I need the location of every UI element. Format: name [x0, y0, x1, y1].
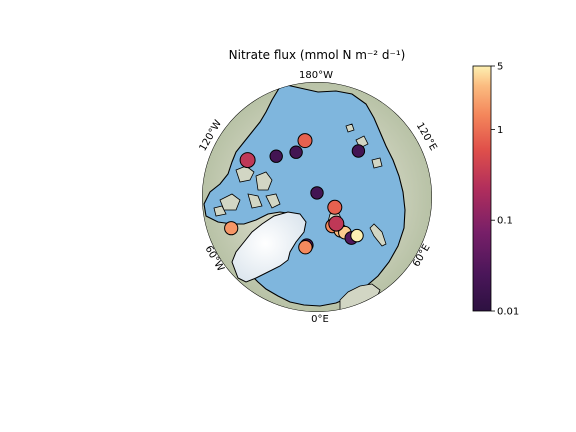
chart-title: Nitrate flux (mmol N m⁻² d⁻¹) — [229, 48, 406, 62]
colorbar-tick-label-4: 0.01 — [497, 307, 519, 318]
station-marker-16 — [350, 228, 364, 243]
station-marker-2 — [297, 133, 313, 149]
station-markers — [224, 133, 366, 255]
colorbar-tick-label-2: 1 — [497, 125, 503, 136]
station-marker-4 — [239, 152, 256, 169]
canadian-archipelago — [213, 165, 281, 217]
lon-label-180w: 180°W — [299, 70, 333, 81]
lon-label-0e: 0°E — [311, 314, 329, 325]
station-marker-5 — [351, 144, 366, 158]
colorbar-tick-label-1: 5 — [497, 62, 503, 73]
colorbar-gradient — [472, 65, 492, 312]
colorbar: 5 1 0.1 0.01 — [472, 62, 519, 318]
station-marker-6 — [310, 186, 324, 200]
novaya-zemlya — [369, 223, 387, 247]
greenland-ice — [231, 211, 307, 283]
station-marker-1 — [289, 145, 303, 159]
station-marker-10 — [298, 240, 313, 255]
station-marker-7 — [327, 199, 343, 215]
colorbar-tick-label-3: 0.1 — [497, 216, 513, 227]
station-marker-3 — [269, 149, 283, 163]
station-marker-8 — [224, 221, 239, 236]
station-marker-14 — [328, 215, 345, 232]
colorbar-ticks: 5 1 0.1 0.01 — [491, 62, 519, 318]
